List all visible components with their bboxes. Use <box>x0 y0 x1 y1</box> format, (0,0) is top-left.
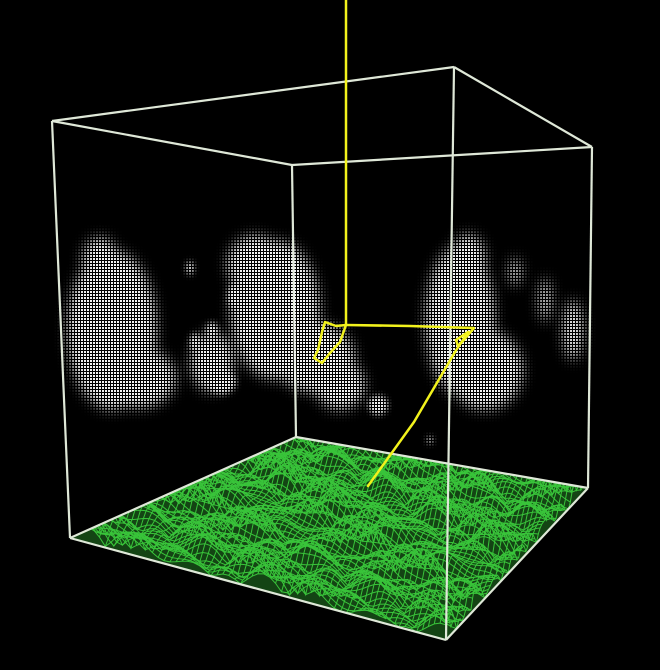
surface-gridline <box>322 466 493 598</box>
surface-gridline <box>222 448 415 575</box>
box-edge <box>453 66 593 148</box>
surface-gridline <box>445 466 588 629</box>
surface-gridline <box>369 454 530 615</box>
surface-gridline <box>310 465 484 598</box>
box-edge <box>69 536 447 642</box>
cell-blob <box>539 278 551 322</box>
cell-blob <box>100 348 176 408</box>
box-edge <box>444 66 456 641</box>
cell-blob <box>509 258 521 286</box>
trajectory-track <box>312 0 476 488</box>
surface-gridline <box>187 437 388 562</box>
surface-gridline <box>269 446 452 583</box>
surface-gridline <box>392 477 548 624</box>
cell-blob-small <box>186 261 194 275</box>
surface-gridline <box>287 451 466 596</box>
cell-blob-small <box>190 333 200 351</box>
surface-gridline <box>328 464 498 603</box>
cell-blob <box>315 360 365 410</box>
surface-gridline <box>298 460 475 597</box>
surface-gridline <box>333 463 502 609</box>
surface-gridline <box>145 440 356 551</box>
box-edge <box>50 120 72 539</box>
cell-blob <box>447 330 523 410</box>
surface-gridline <box>157 437 365 558</box>
surface-gridline <box>128 441 342 546</box>
surface-gridline <box>275 445 456 585</box>
bounding-box-front <box>50 66 594 642</box>
surface-gridline <box>416 469 566 633</box>
cell-blob-small <box>208 370 236 394</box>
surface-gridline <box>169 437 375 563</box>
surface-gridline <box>204 438 402 573</box>
surface-gridline <box>122 440 338 550</box>
cell-blob <box>227 235 283 295</box>
box-edge <box>291 145 593 167</box>
box-edge <box>586 146 594 489</box>
surface-gridline <box>386 472 543 621</box>
surface-gridline <box>380 464 539 620</box>
track-vertical <box>312 0 348 365</box>
surface-gridline <box>316 466 489 596</box>
box-edge <box>51 65 455 123</box>
cell-blob-small <box>368 395 388 415</box>
surface-gridline <box>181 437 383 562</box>
track-diagonal <box>366 330 470 488</box>
box-edge <box>445 487 589 641</box>
surface-gridline <box>375 458 534 617</box>
surface-gridline <box>245 453 434 581</box>
surface-gridline <box>293 456 470 596</box>
cell-blob-small <box>228 284 242 308</box>
surface-gridline <box>433 476 579 624</box>
surface-gridline <box>175 437 379 563</box>
surface-gridline <box>351 460 516 613</box>
box-edge <box>51 119 293 167</box>
cell-blob-small <box>427 436 433 444</box>
box-edge <box>295 435 589 490</box>
box-edge <box>69 435 297 540</box>
surface-gridline <box>339 463 507 612</box>
surface-gridline <box>304 463 479 594</box>
surface-gridline <box>345 463 511 614</box>
cell-blob <box>82 237 118 287</box>
surface-gridline <box>163 437 370 561</box>
volume-projection-blobs <box>67 234 583 444</box>
surface-gridline <box>239 447 429 585</box>
surface-gridline <box>263 446 447 582</box>
cell-blob <box>450 234 486 290</box>
surface-gridline <box>439 470 584 629</box>
cell-blob-small <box>206 322 218 338</box>
wireframe-surface <box>70 437 588 640</box>
bounding-box-back <box>51 65 593 438</box>
cell-blob <box>563 300 583 360</box>
surface-gridline <box>251 452 438 577</box>
